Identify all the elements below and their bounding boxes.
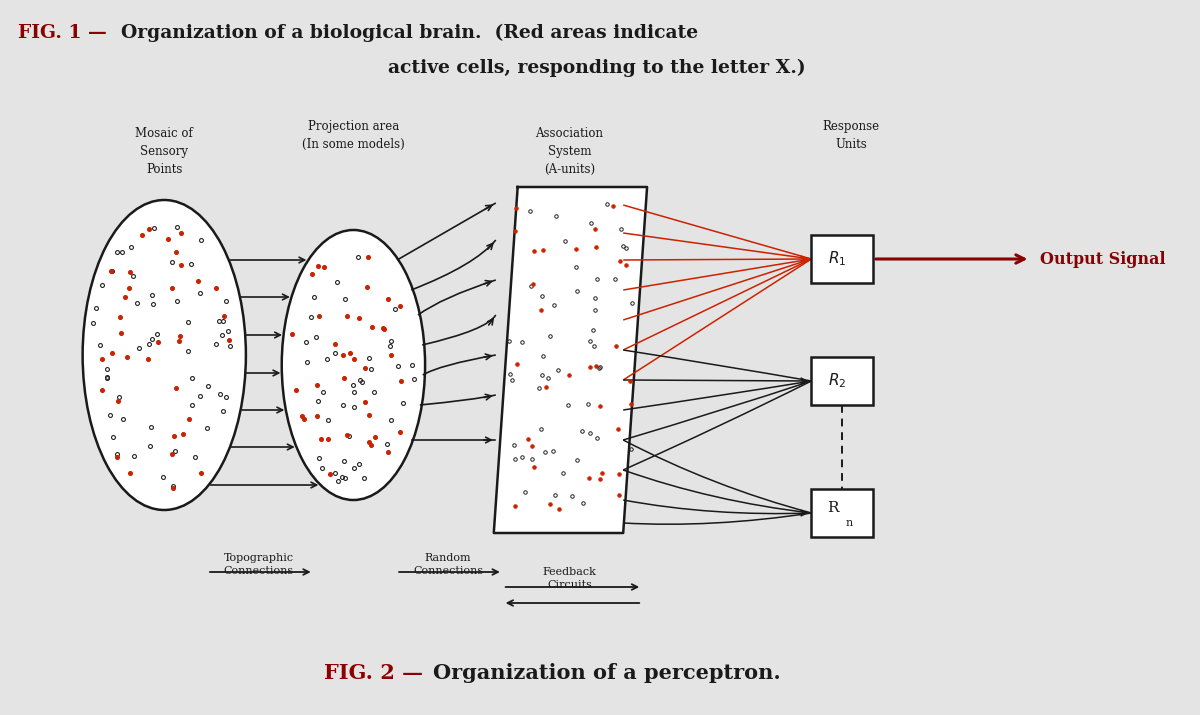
Ellipse shape xyxy=(282,230,425,500)
Polygon shape xyxy=(493,187,647,533)
Text: Random
Connections: Random Connections xyxy=(413,553,484,576)
Text: Mosaic of
Sensory
Points: Mosaic of Sensory Points xyxy=(136,127,193,176)
FancyBboxPatch shape xyxy=(811,357,874,405)
Text: active cells, responding to the letter X.): active cells, responding to the letter X… xyxy=(389,59,806,77)
Text: Association
System
(A-units): Association System (A-units) xyxy=(535,127,604,176)
Text: $R_2$: $R_2$ xyxy=(828,372,846,390)
Text: $R_1$: $R_1$ xyxy=(828,250,846,268)
Text: FIG. 1 —: FIG. 1 — xyxy=(18,24,107,42)
Text: Organization of a biological brain.  (Red areas indicate: Organization of a biological brain. (Red… xyxy=(121,24,698,42)
Text: n: n xyxy=(846,518,853,528)
Text: Output Signal: Output Signal xyxy=(1040,250,1166,267)
Text: FIG. 2 —: FIG. 2 — xyxy=(324,663,422,683)
Text: Topographic
Connections: Topographic Connections xyxy=(223,553,294,576)
FancyBboxPatch shape xyxy=(811,235,874,283)
Text: Response
Units: Response Units xyxy=(823,120,880,151)
FancyBboxPatch shape xyxy=(811,489,874,537)
Text: Organization of a perceptron.: Organization of a perceptron. xyxy=(433,663,781,683)
Text: Feedback
Circuits: Feedback Circuits xyxy=(542,567,596,590)
Ellipse shape xyxy=(83,200,246,510)
Text: Projection area
(In some models): Projection area (In some models) xyxy=(302,120,404,151)
Text: R: R xyxy=(827,501,839,516)
